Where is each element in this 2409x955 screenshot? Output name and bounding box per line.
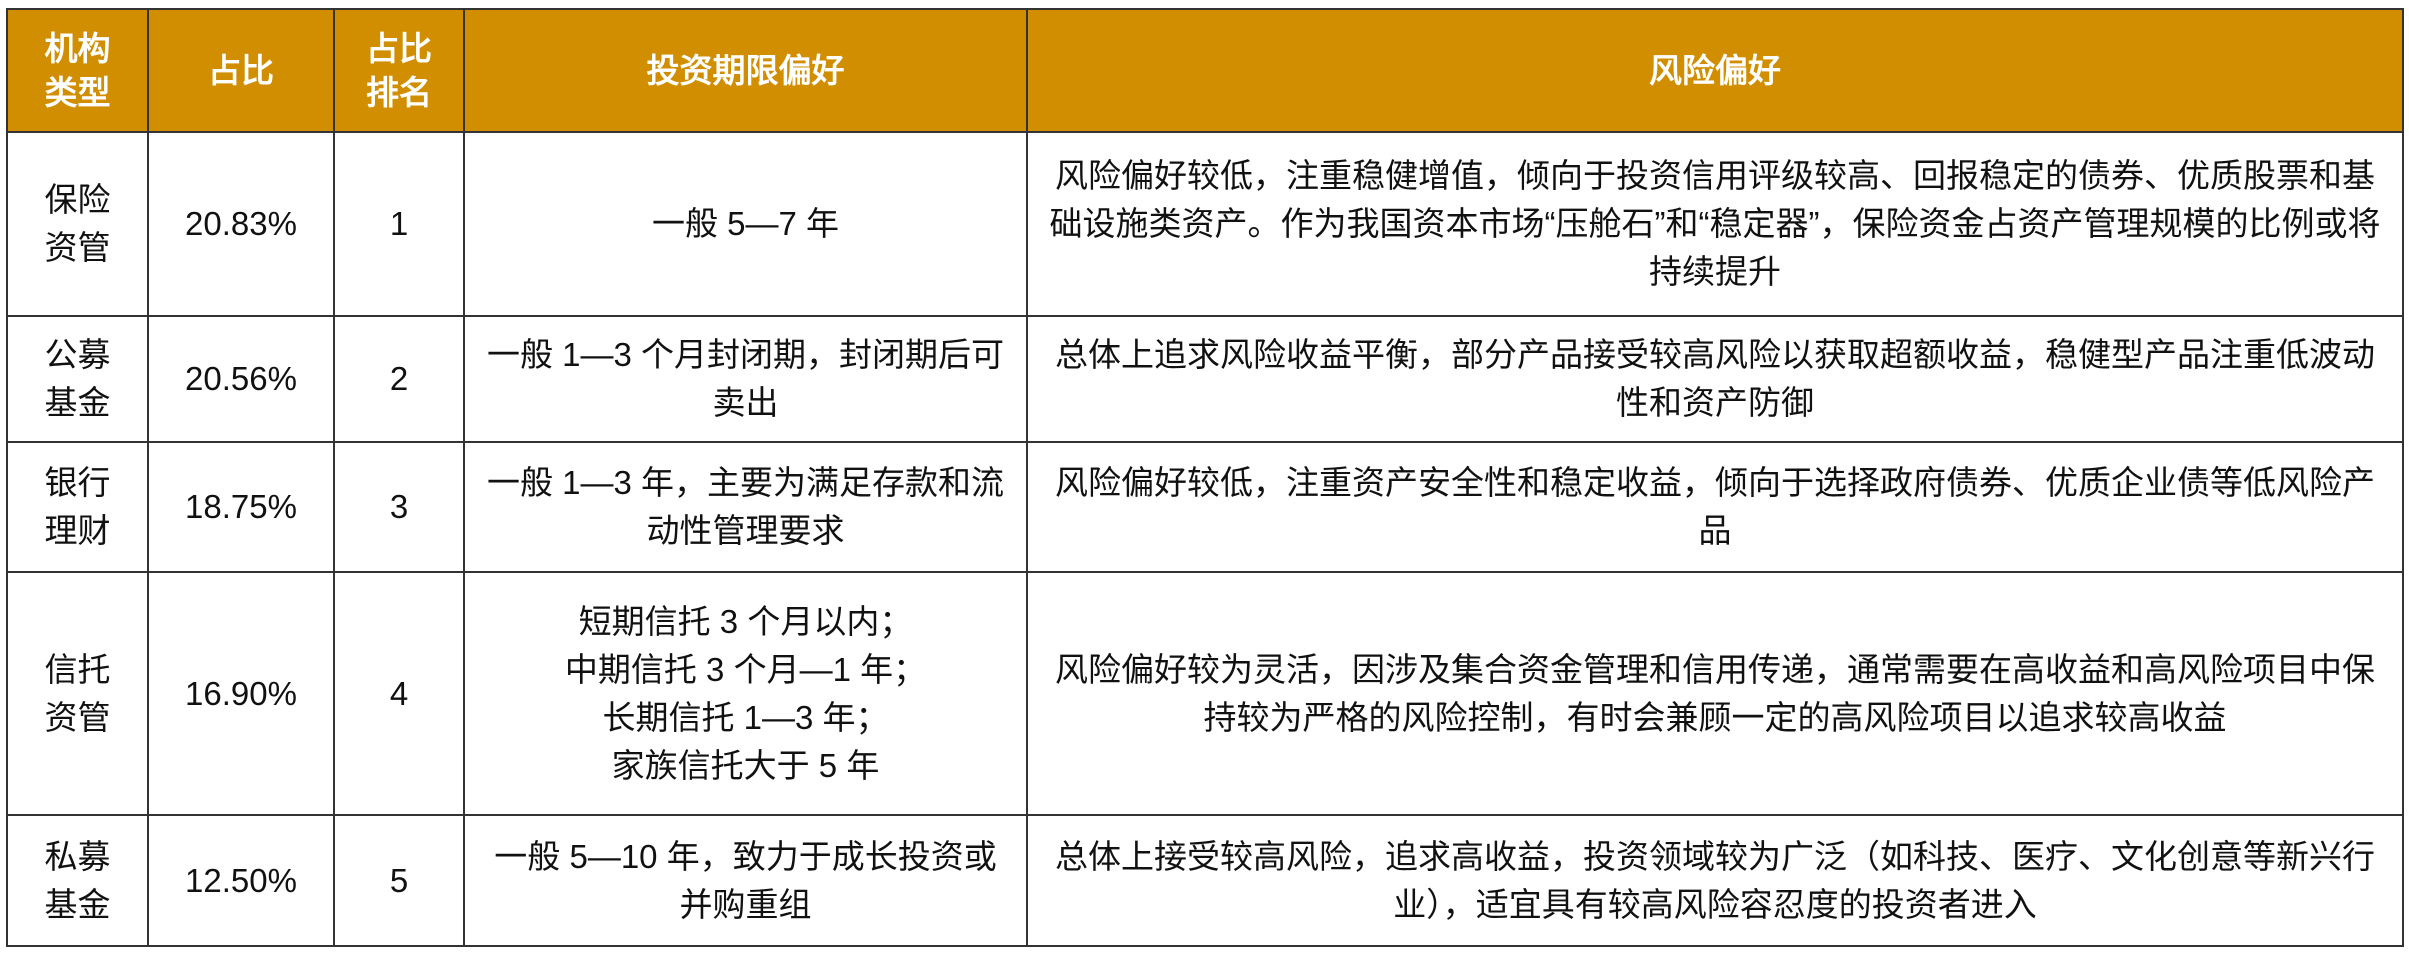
- cell-term: 一般 5—10 年，致力于成长投资或并购重组: [463, 814, 1028, 947]
- cell-term: 短期信托 3 个月以内； 中期信托 3 个月—1 年； 长期信托 1—3 年； …: [463, 571, 1028, 816]
- header-row: 机构 类型 占比 占比 排名 投资期限偏好 风险偏好: [6, 8, 2404, 133]
- cell-type: 银行 理财: [6, 441, 149, 573]
- header-risk: 风险偏好: [1026, 8, 2404, 133]
- cell-share: 12.50%: [147, 814, 335, 947]
- cell-rank: 4: [333, 571, 465, 816]
- header-rank: 占比 排名: [333, 8, 465, 133]
- cell-risk: 总体上接受较高风险，追求高收益，投资领域较为广泛（如科技、医疗、文化创意等新兴行…: [1026, 814, 2404, 947]
- cell-term: 一般 5—7 年: [463, 131, 1028, 317]
- cell-rank: 5: [333, 814, 465, 947]
- cell-risk: 风险偏好较低，注重资产安全性和稳定收益，倾向于选择政府债券、优质企业债等低风险产…: [1026, 441, 2404, 573]
- cell-type: 私募 基金: [6, 814, 149, 947]
- cell-rank: 3: [333, 441, 465, 573]
- table-row: 银行 理财 18.75% 3 一般 1—3 年，主要为满足存款和流动性管理要求 风险偏好…: [6, 441, 2404, 573]
- institution-table: 机构 类型 占比 占比 排名 投资期限偏好 风险偏好 保险 资管 20.83% 1 一…: [6, 8, 2404, 947]
- cell-share: 20.83%: [147, 131, 335, 317]
- header-term: 投资期限偏好: [463, 8, 1028, 133]
- table-row: 公募 基金 20.56% 2 一般 1—3 个月封闭期，封闭期后可卖出 总体上追求风险收…: [6, 315, 2404, 443]
- cell-share: 18.75%: [147, 441, 335, 573]
- table-row: 信托 资管 16.90% 4 短期信托 3 个月以内； 中期信托 3 个月—1 年； …: [6, 571, 2404, 816]
- cell-risk: 总体上追求风险收益平衡，部分产品接受较高风险以获取超额收益，稳健型产品注重低波动…: [1026, 315, 2404, 443]
- cell-rank: 2: [333, 315, 465, 443]
- cell-type: 保险 资管: [6, 131, 149, 317]
- header-share: 占比: [147, 8, 335, 133]
- cell-risk: 风险偏好较为灵活，因涉及集合资金管理和信用传递，通常需要在高收益和高风险项目中保…: [1026, 571, 2404, 816]
- cell-term: 一般 1—3 个月封闭期，封闭期后可卖出: [463, 315, 1028, 443]
- cell-type: 信托 资管: [6, 571, 149, 816]
- header-type: 机构 类型: [6, 8, 149, 133]
- cell-risk: 风险偏好较低，注重稳健增值，倾向于投资信用评级较高、回报稳定的债券、优质股票和基…: [1026, 131, 2404, 317]
- cell-rank: 1: [333, 131, 465, 317]
- cell-term: 一般 1—3 年，主要为满足存款和流动性管理要求: [463, 441, 1028, 573]
- table-row: 保险 资管 20.83% 1 一般 5—7 年风险偏好较低，注重稳健增值，倾向于投资信…: [6, 131, 2404, 317]
- cell-share: 16.90%: [147, 571, 335, 816]
- cell-share: 20.56%: [147, 315, 335, 443]
- table-row: 私募 基金 12.50% 5 一般 5—10 年，致力于成长投资或并购重组 总体上接受较…: [6, 814, 2404, 947]
- cell-type: 公募 基金: [6, 315, 149, 443]
